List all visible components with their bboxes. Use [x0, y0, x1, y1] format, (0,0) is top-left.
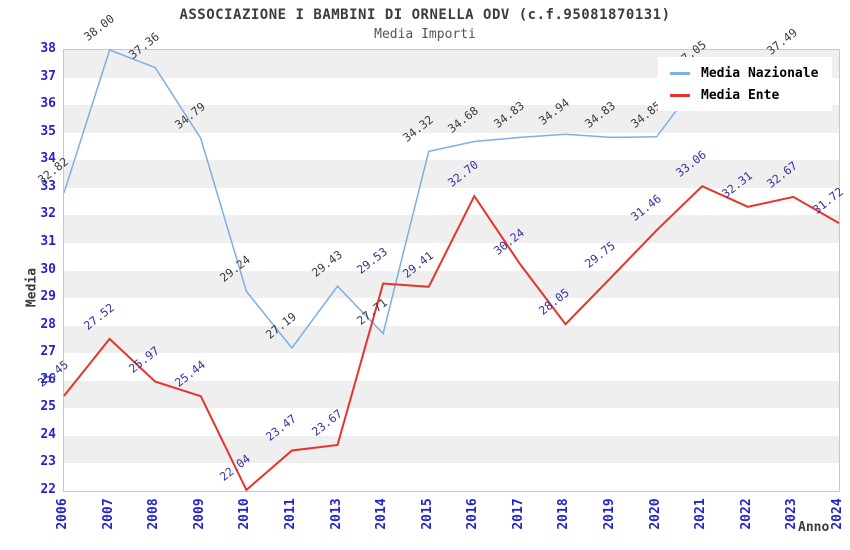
x-tick-label: 2020: [647, 498, 663, 530]
chart-title: ASSOCIAZIONE I BAMBINI DI ORNELLA ODV (c…: [179, 7, 671, 23]
chart-subtitle: Media Importi: [374, 27, 476, 42]
grid-band: [64, 215, 839, 243]
y-tick-label: 31: [40, 233, 56, 249]
x-tick-label: 2017: [510, 498, 526, 530]
x-tick-label: 2010: [237, 498, 253, 530]
x-tick-label: 2019: [602, 498, 618, 530]
legend-label: Media Nazionale: [701, 65, 819, 81]
x-tick-label: 2018: [556, 498, 572, 530]
y-tick-label: 38: [40, 41, 56, 56]
y-tick-label: 28: [40, 316, 56, 332]
y-tick-label: 23: [40, 454, 56, 470]
y-tick-label: 35: [40, 123, 56, 139]
x-tick-label: 2008: [146, 498, 162, 530]
y-tick-label: 30: [40, 261, 56, 277]
y-tick-label: 32: [40, 206, 56, 222]
y-tick-label: 33: [40, 178, 56, 194]
y-tick-label: 22: [40, 482, 56, 497]
x-tick-label: 2007: [100, 498, 116, 530]
series-line-media-ente: [63, 185, 840, 492]
x-tick-label: 2006: [55, 498, 70, 530]
x-tick-label: 2014: [374, 498, 390, 530]
legend-item-media-nazionale: Media Nazionale: [670, 62, 818, 84]
legend-line-swatch-icon: [670, 71, 690, 75]
y-tick-label: 26: [40, 371, 56, 387]
y-tick-label: 34: [40, 151, 56, 167]
y-tick-label: 36: [40, 96, 56, 112]
y-tick-label: 29: [40, 289, 56, 305]
legend: Media Nazionale Media Ente: [658, 57, 833, 111]
x-tick-label: 2011: [282, 498, 298, 530]
x-tick-label: 2013: [328, 498, 344, 530]
legend-item-media-ente: Media Ente: [670, 84, 818, 106]
x-tick-label: 2024: [830, 498, 845, 530]
grid-band: [64, 270, 839, 299]
legend-line-swatch-icon: [670, 93, 690, 97]
line-chart-canvas: [63, 49, 840, 492]
grid-band: [64, 435, 839, 464]
x-tick-label: 2021: [693, 498, 709, 530]
grid-band: [64, 160, 839, 188]
y-tick-label: 27: [40, 344, 56, 360]
y-tick-label: 37: [40, 68, 56, 84]
x-tick-label: 2016: [465, 498, 481, 530]
x-tick-label: 2015: [419, 498, 435, 530]
y-tick-label: 25: [40, 399, 56, 415]
series-line-media-nazionale: [63, 49, 794, 350]
x-tick-label: 2022: [738, 498, 754, 530]
x-axis-title: Anno: [798, 520, 830, 535]
y-tick-label: 24: [40, 426, 56, 442]
grid-band: [64, 325, 839, 354]
x-tick-label: 2023: [784, 498, 800, 530]
legend-label: Media Ente: [701, 87, 780, 103]
x-tick-label: 2009: [191, 498, 207, 530]
